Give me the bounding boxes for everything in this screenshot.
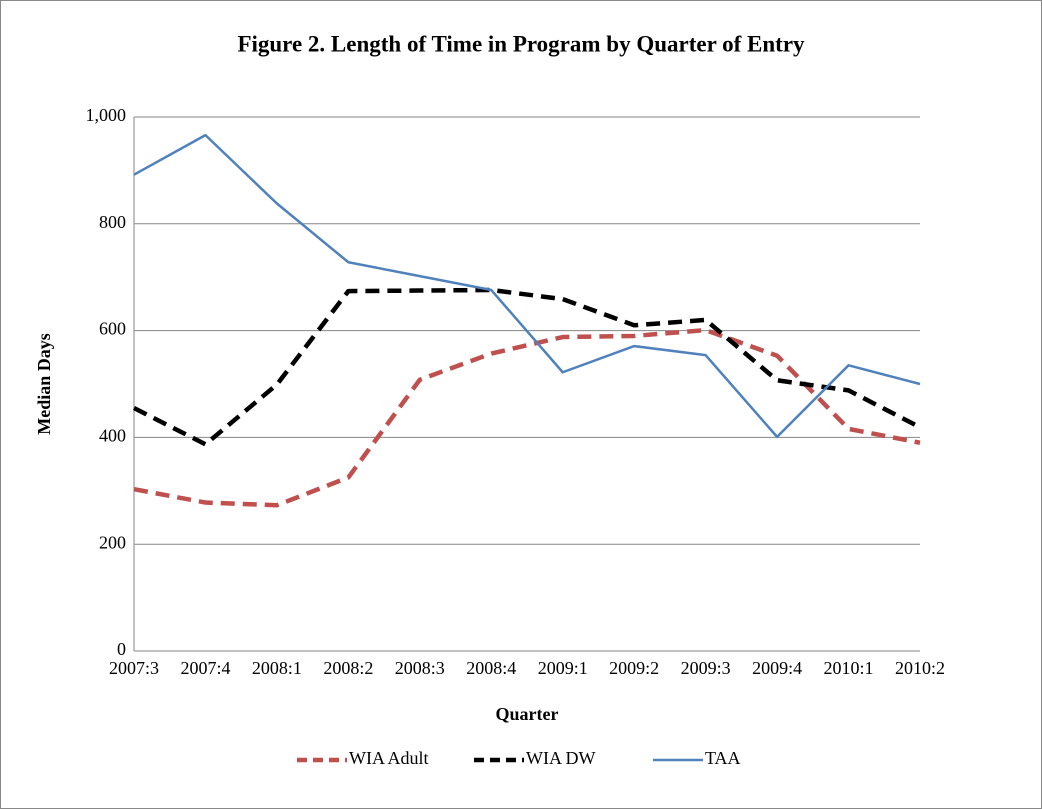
x-tick-label: 2008:2 xyxy=(323,658,373,678)
x-tick-label: 2010:1 xyxy=(824,658,874,678)
x-tick-label: 2008:1 xyxy=(252,658,302,678)
y-tick-label: 600 xyxy=(99,319,126,339)
y-axis-label: Median Days xyxy=(34,333,54,435)
legend-label: TAA xyxy=(705,748,741,768)
x-axis-label: Quarter xyxy=(496,704,559,724)
series-line xyxy=(133,327,921,508)
x-tick-label: 2008:3 xyxy=(395,658,445,678)
y-tick-label: 1,000 xyxy=(86,105,127,125)
x-tick-label: 2007:4 xyxy=(180,658,230,678)
x-tick-label: 2009:2 xyxy=(609,658,659,678)
x-tick-label: 2009:4 xyxy=(752,658,802,678)
x-tick-label: 2008:4 xyxy=(466,658,516,678)
series-line xyxy=(132,287,922,447)
chart-title: Figure 2. Length of Time in Program by Q… xyxy=(237,31,805,56)
x-tick-label: 2010:2 xyxy=(895,658,945,678)
x-tick-label: 2009:3 xyxy=(681,658,731,678)
x-tick-label: 2007:3 xyxy=(109,658,159,678)
series-line xyxy=(133,133,921,439)
legend-label: WIA DW xyxy=(526,748,595,768)
y-tick-label: 400 xyxy=(99,426,126,446)
y-tick-label: 0 xyxy=(117,639,126,659)
x-tick-label: 2009:1 xyxy=(538,658,588,678)
y-tick-label: 200 xyxy=(99,532,126,552)
legend-label: WIA Adult xyxy=(349,748,429,768)
y-tick-label: 800 xyxy=(99,212,126,232)
